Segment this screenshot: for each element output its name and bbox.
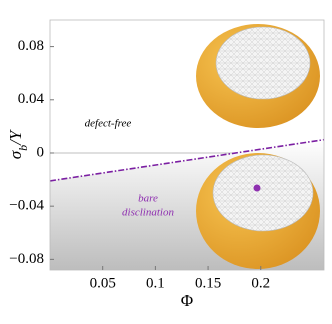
x-tick-label: 0.1 bbox=[146, 275, 165, 291]
y-axis-label: σb/Y bbox=[6, 129, 30, 159]
y-tick-label: −0.08 bbox=[9, 251, 44, 267]
axes: −0.08 −0.04 0 0.04 0.08 0.05 0.1 0.15 0.2 Φσb/Y de… bbox=[6, 19, 325, 310]
sphere-cap bbox=[212, 154, 314, 232]
x-tick-label: 0.15 bbox=[195, 275, 221, 291]
inset-disclination bbox=[196, 153, 320, 269]
y-tick-label: 0 bbox=[37, 144, 45, 160]
y-tick-label: −0.04 bbox=[9, 198, 44, 214]
annotation: disclination bbox=[122, 207, 174, 219]
disclination bbox=[253, 184, 261, 192]
y-axis-label-part: /Y bbox=[6, 129, 25, 146]
annotation: bare bbox=[138, 193, 158, 205]
y-tick-label: 0.08 bbox=[18, 38, 44, 54]
inset-defect-free bbox=[196, 24, 320, 128]
y-axis-label-part: b bbox=[16, 145, 30, 151]
y-tick-label: 0.04 bbox=[18, 91, 45, 107]
x-tick-label: 0.2 bbox=[251, 275, 270, 291]
y-axis-label-part: σ bbox=[6, 150, 25, 159]
boundary-line bbox=[49, 138, 325, 182]
x-axis-label: Φ bbox=[181, 291, 193, 310]
frame bbox=[49, 19, 325, 271]
sphere-cap bbox=[215, 26, 311, 100]
x-tick-label: 0.05 bbox=[90, 275, 116, 291]
annotation: defect-free bbox=[85, 117, 132, 129]
